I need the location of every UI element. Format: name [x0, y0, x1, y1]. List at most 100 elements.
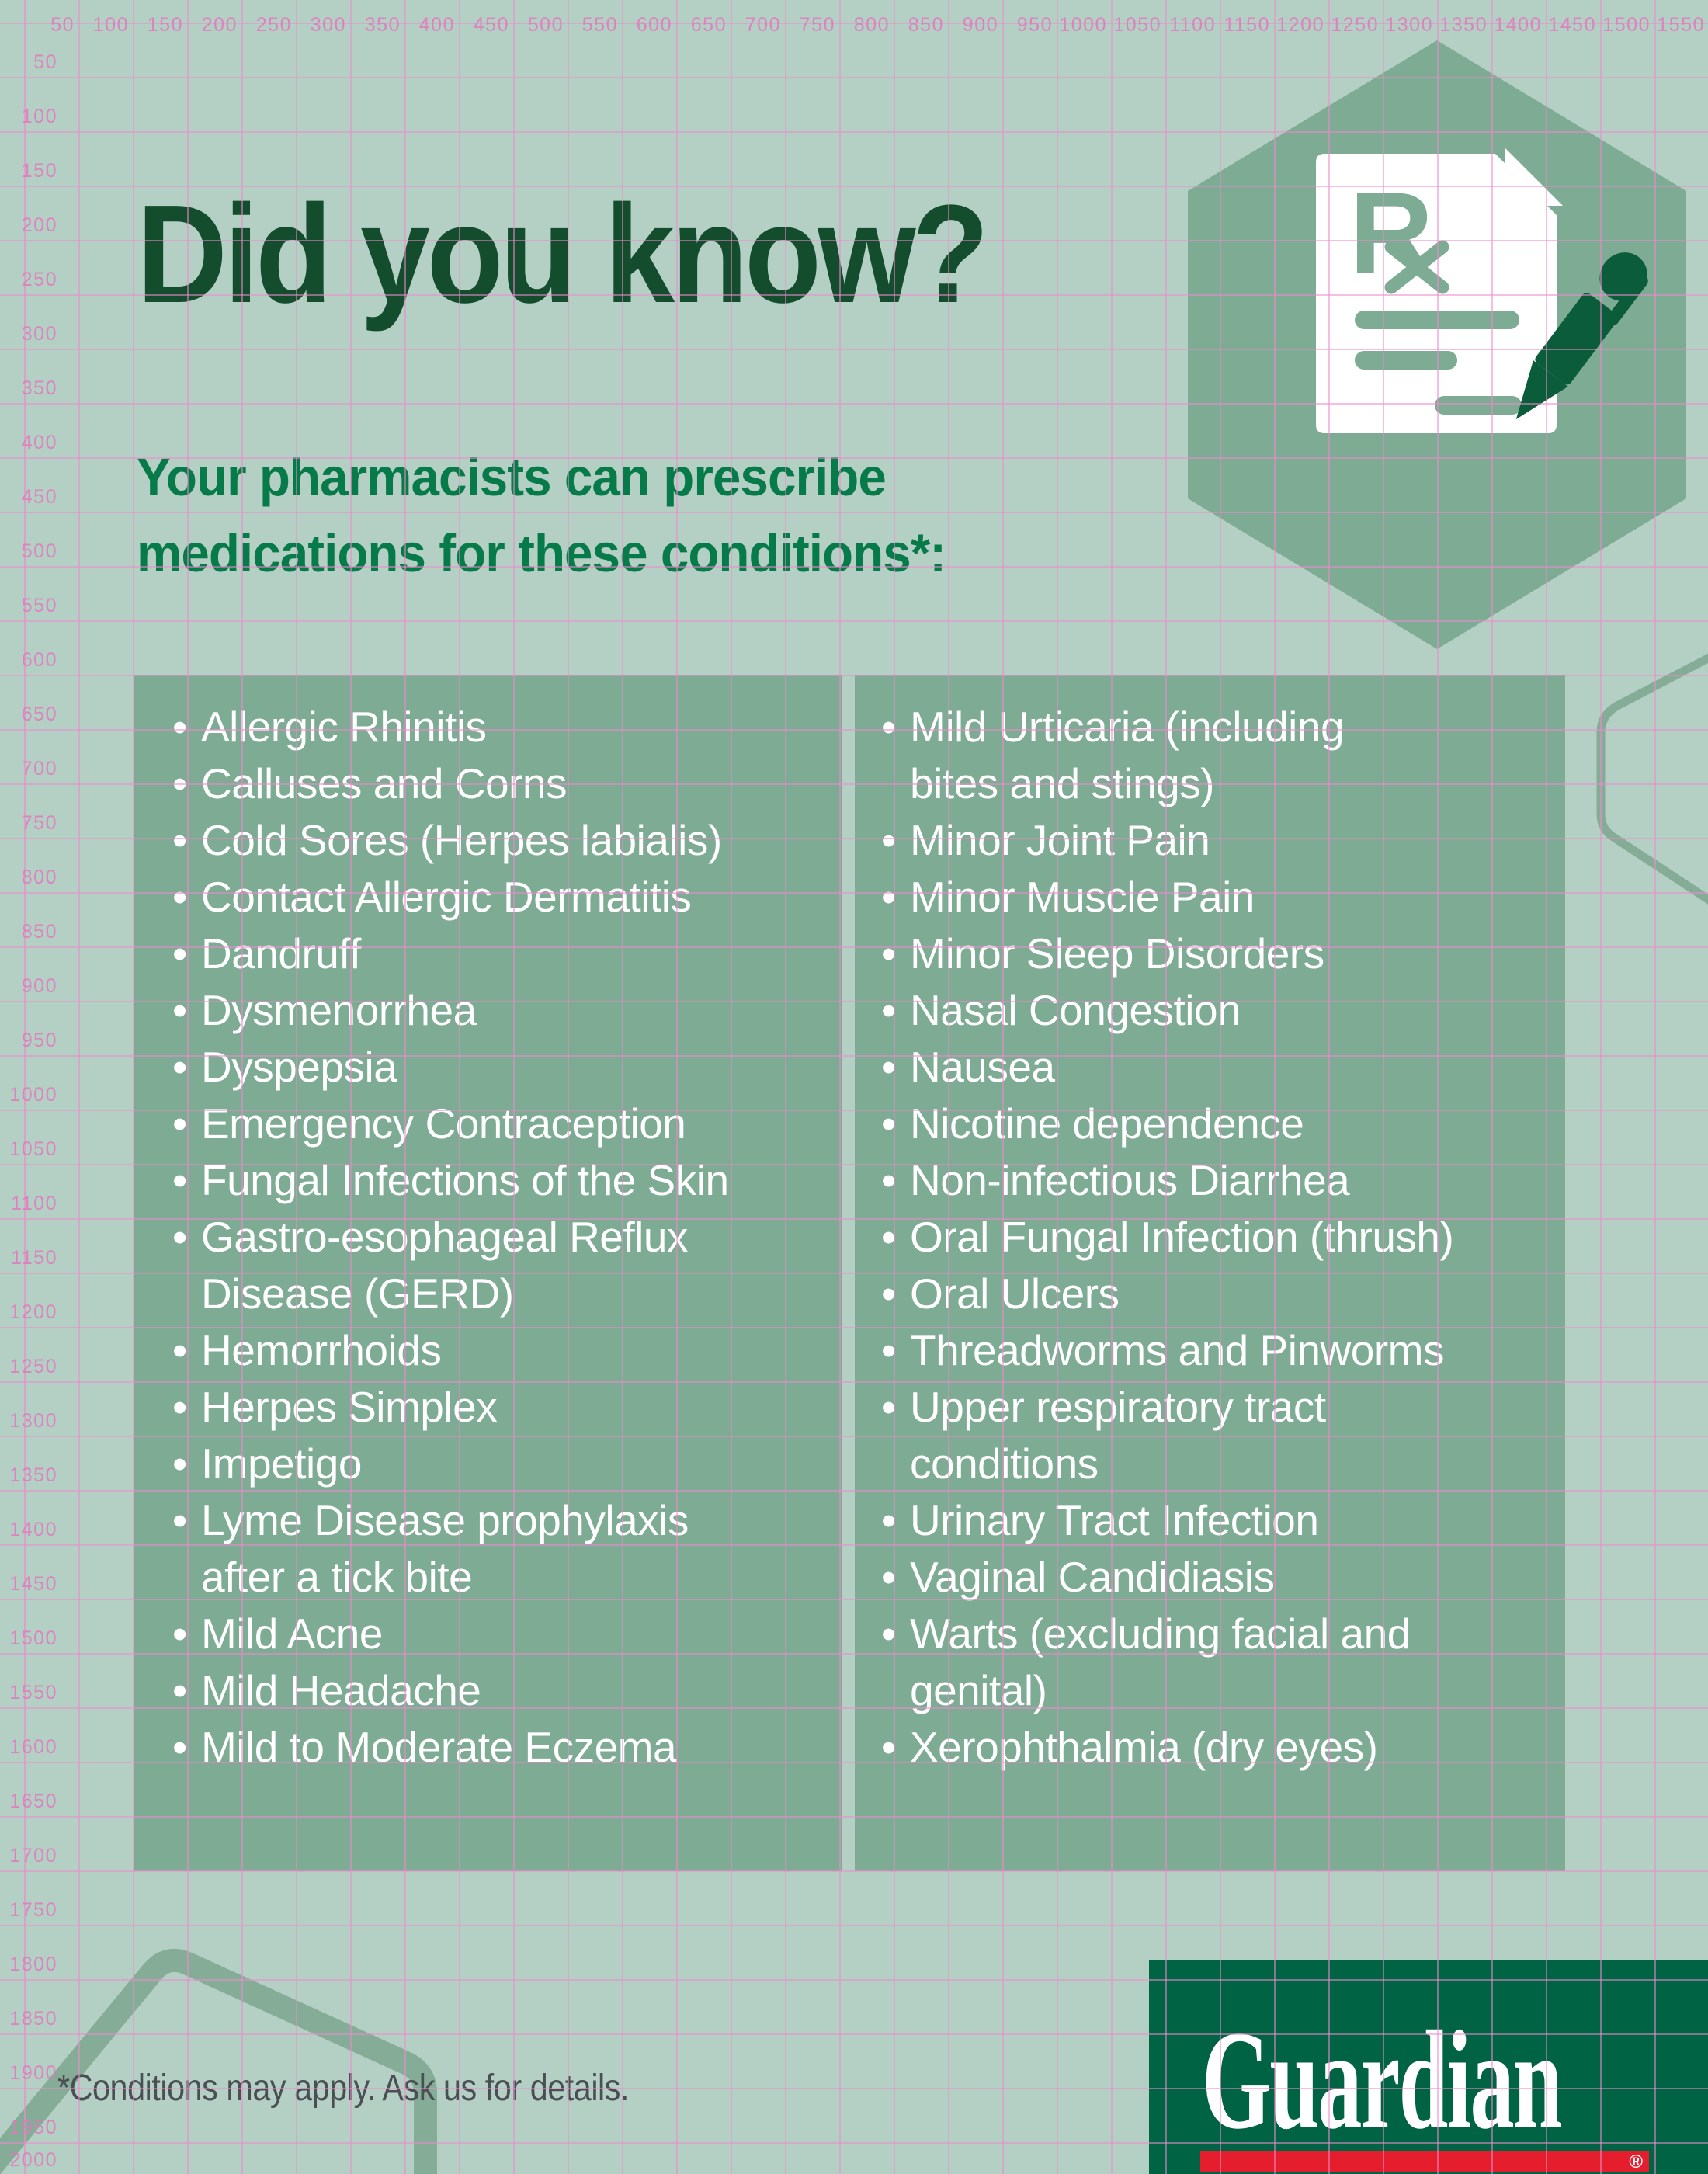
conditions-footnote: *Conditions may apply. Ask us for detail… — [57, 2068, 630, 2109]
ruler-label: 1200 — [9, 1301, 57, 1323]
ruler-label: 300 — [22, 323, 57, 345]
ruler-label: 850 — [908, 14, 944, 36]
ruler-label: 350 — [22, 377, 57, 399]
ruler-label: 500 — [528, 14, 564, 36]
ruler-label: 1950 — [9, 2117, 57, 2138]
condition-list-item: Nasal Congestion — [881, 982, 1542, 1039]
condition-list-item: Emergency Contraception — [172, 1096, 819, 1152]
ruler-label: 250 — [22, 269, 57, 290]
ruler-label: 1050 — [1113, 14, 1161, 36]
ruler-label: 1350 — [9, 1464, 57, 1486]
ruler-label: 800 — [854, 14, 890, 36]
ruler-label: 750 — [22, 812, 57, 834]
condition-list-item: Allergic Rhinitis — [172, 699, 819, 755]
ruler-label: 1400 — [9, 1519, 57, 1540]
ruler-label: 1500 — [9, 1627, 57, 1649]
ruler-label: 1700 — [9, 1845, 57, 1867]
pen-body — [1535, 293, 1619, 385]
ruler-label: 700 — [745, 14, 781, 36]
ruler-label: 50 — [50, 14, 75, 36]
document-line-3 — [1435, 396, 1522, 415]
pen-icon — [1515, 252, 1648, 420]
hexagon-outline-bottom-left — [0, 1948, 437, 2174]
ruler-label: 200 — [22, 214, 57, 236]
ruler-label: 600 — [637, 14, 672, 36]
condition-list-item: Oral Ulcers — [881, 1266, 1542, 1322]
condition-list-item: Mild Headache — [172, 1662, 819, 1719]
condition-list-item: Fungal Infections of the Skin — [172, 1152, 819, 1209]
ruler-label: 1500 — [1602, 14, 1651, 36]
ruler-label: 400 — [22, 432, 57, 453]
ruler-label: 750 — [800, 14, 835, 36]
condition-list-item: Dyspepsia — [172, 1039, 819, 1096]
ruler-label: 1100 — [1169, 14, 1216, 36]
ruler-label: 1850 — [9, 2008, 57, 2030]
ruler-label: 400 — [419, 14, 455, 36]
ruler-label: 300 — [311, 14, 346, 36]
condition-list-item: Impetigo — [172, 1436, 819, 1492]
condition-list-item: Dandruff — [172, 926, 819, 982]
ruler-label: 1200 — [1276, 14, 1324, 36]
rx-prescription-document-pen-icon: R — [1316, 148, 1648, 433]
ruler-label: 950 — [22, 1030, 57, 1051]
ruler-label: 800 — [22, 866, 57, 888]
ruler-label: 1050 — [9, 1138, 57, 1160]
ruler-label: 1600 — [9, 1736, 57, 1758]
ruler-label: 1150 — [11, 1247, 57, 1269]
ruler-label: 1550 — [1657, 14, 1705, 36]
pen-cap — [1599, 252, 1647, 301]
guardian-wordmark: Guardian — [1202, 2002, 1563, 2158]
ruler-label: 1750 — [9, 1899, 57, 1921]
condition-list-item: Hemorrhoids — [172, 1322, 819, 1379]
condition-list-item: Mild Acne — [172, 1606, 819, 1662]
ruler-label: 500 — [22, 540, 57, 562]
condition-list-item: Contact Allergic Dermatitis — [172, 869, 819, 926]
ruler-label: 100 — [93, 14, 129, 36]
guardian-logo: Guardian ® — [1149, 1960, 1708, 2174]
conditions-panel-left: Allergic RhinitisCalluses and CornsCold … — [134, 675, 842, 1871]
ruler-label: 100 — [22, 106, 57, 127]
guardian-logo-red-bar: ® — [1200, 2151, 1649, 2172]
condition-list-item: Dysmenorrhea — [172, 982, 819, 1039]
ruler-label: 950 — [1017, 14, 1053, 36]
ruler-label: 1400 — [1494, 14, 1542, 36]
condition-list-item: Cold Sores (Herpes labialis) — [172, 812, 819, 869]
condition-list-item: Herpes Simplex — [172, 1379, 819, 1436]
ruler-label: 900 — [963, 14, 998, 36]
registered-trademark-symbol: ® — [1629, 2151, 1643, 2172]
ruler-label: 350 — [365, 14, 401, 36]
rx-letter-x — [1384, 240, 1449, 294]
ruler-label: 150 — [148, 14, 183, 36]
pen-clip — [1606, 274, 1648, 326]
ruler-label: 550 — [22, 595, 57, 616]
ruler-label: 1000 — [1059, 14, 1107, 36]
ruler-label: 700 — [22, 758, 57, 780]
condition-list-item: Non-infectious Diarrhea — [881, 1152, 1542, 1209]
conditions-list-left: Allergic RhinitisCalluses and CornsCold … — [134, 675, 842, 1776]
ruler-label: 1550 — [9, 1682, 57, 1703]
ruler-label: 450 — [22, 486, 57, 508]
subtitle-line-1: Your pharmacists can prescribe — [137, 447, 887, 507]
ruler-label: 450 — [474, 14, 509, 36]
condition-list-item: Urinary Tract Infection — [881, 1492, 1542, 1549]
ruler-label: 900 — [22, 975, 57, 997]
ruler-label: 650 — [691, 14, 727, 36]
ruler-label: 1150 — [1224, 14, 1270, 36]
ruler-label: 1250 — [9, 1356, 57, 1377]
ruler-label: 1450 — [9, 1573, 57, 1595]
page-title: Did you know? — [137, 176, 989, 332]
ruler-label: 1300 — [1385, 14, 1433, 36]
rx-letter-R: R — [1349, 168, 1433, 298]
document-sheet — [1316, 154, 1557, 433]
ruler-label: 600 — [22, 649, 57, 671]
